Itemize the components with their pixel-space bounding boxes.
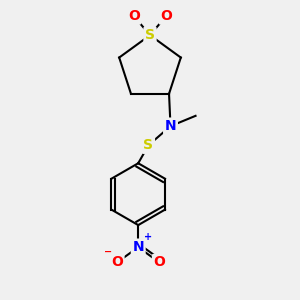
Text: O: O <box>160 9 172 23</box>
Text: O: O <box>128 9 140 23</box>
Text: O: O <box>154 256 165 269</box>
Text: N: N <box>165 119 176 133</box>
Text: −: − <box>103 247 112 257</box>
Text: S: S <box>145 28 155 42</box>
Text: O: O <box>111 256 123 269</box>
Text: N: N <box>132 240 144 254</box>
Text: +: + <box>143 232 152 242</box>
Text: S: S <box>143 138 153 152</box>
